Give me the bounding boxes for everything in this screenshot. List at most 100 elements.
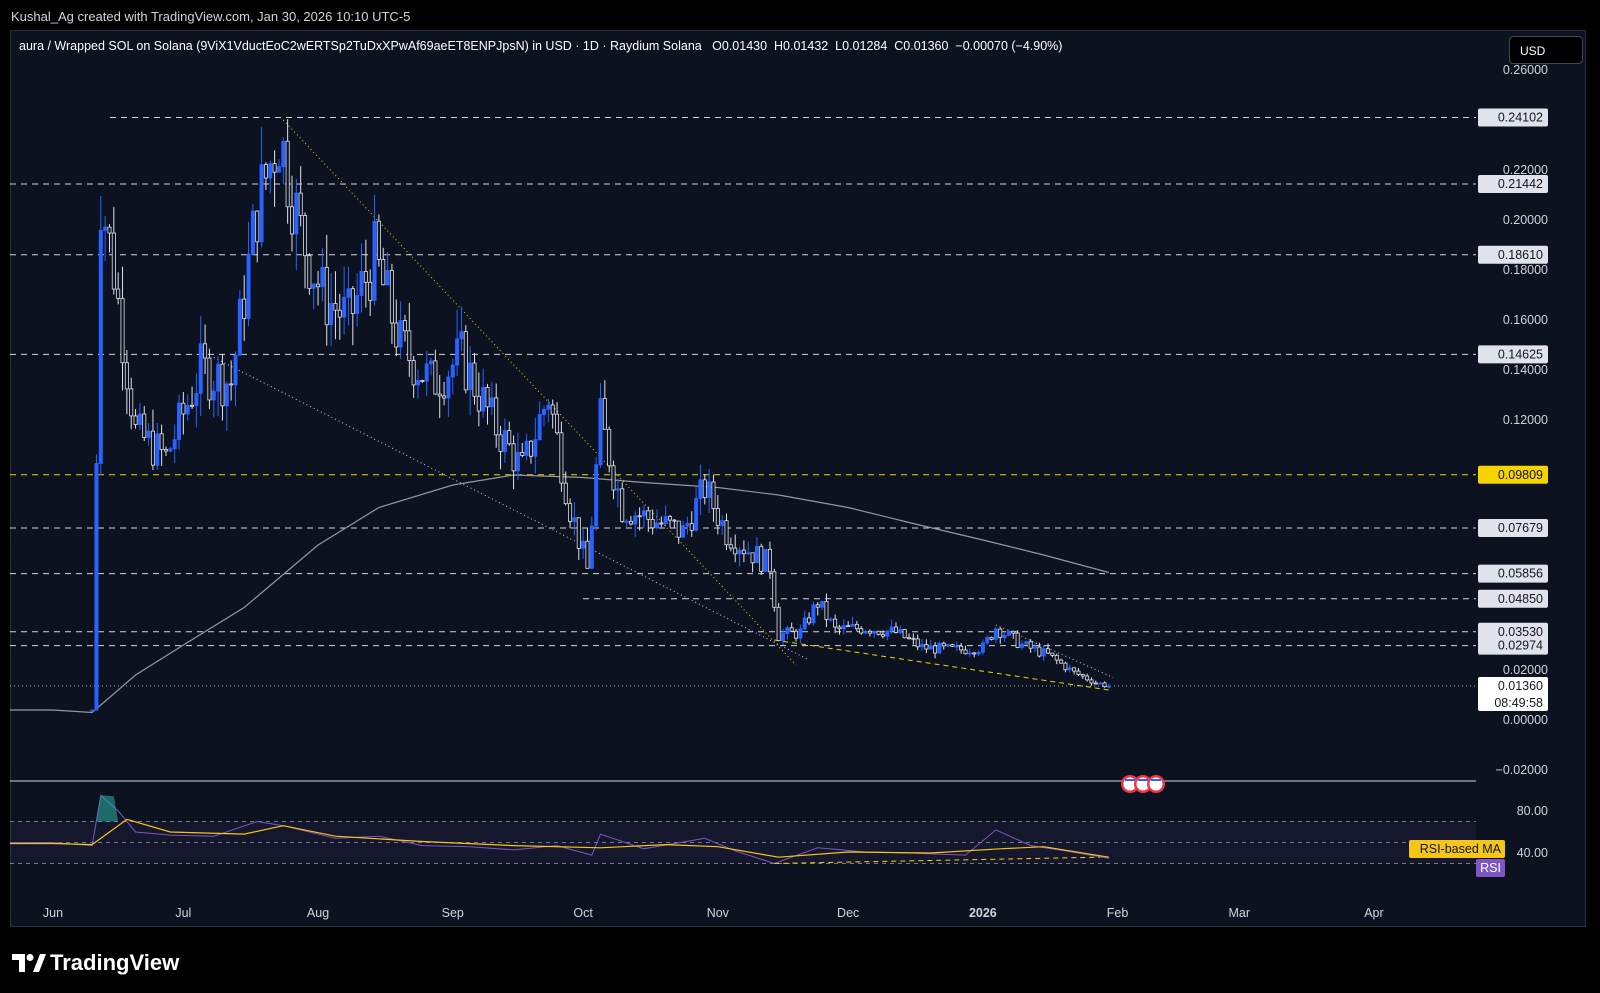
level-badge-label: 0.05856 xyxy=(1498,567,1543,581)
candle-body xyxy=(702,479,707,498)
candle-body xyxy=(555,413,560,434)
rsi-ma-line xyxy=(9,818,1109,858)
candle-body xyxy=(711,481,716,509)
time-tick-label: Feb xyxy=(1107,906,1129,920)
candle-body xyxy=(546,404,551,410)
rsi-badge xyxy=(1476,859,1505,877)
events-layer[interactable] xyxy=(1121,775,1165,793)
candle-body xyxy=(376,220,381,260)
candle-body xyxy=(559,432,564,484)
candle-body xyxy=(285,140,290,208)
candle-body xyxy=(368,281,373,301)
candle-body xyxy=(1085,675,1090,681)
price-tick-label: 0.00000 xyxy=(1503,713,1548,727)
candle-body xyxy=(398,320,403,348)
candle-body xyxy=(1059,659,1064,664)
candle-body xyxy=(989,637,994,640)
candle-body xyxy=(941,642,946,647)
candle-body xyxy=(728,544,733,549)
candle-body xyxy=(767,548,772,573)
candle-body xyxy=(780,633,785,641)
candle-body xyxy=(611,465,616,491)
level-badge-label: 0.14625 xyxy=(1498,347,1543,361)
rsi-band-layer xyxy=(10,821,1476,864)
symbol-title: aura / Wrapped SOL on Solana (9ViX1Vduct… xyxy=(19,39,702,53)
candle-body xyxy=(715,508,720,526)
tradingview-logo[interactable]: TradingView xyxy=(12,950,179,976)
candle-body xyxy=(468,362,473,391)
candle-body xyxy=(481,386,486,412)
candle-body xyxy=(594,464,599,527)
candle-body xyxy=(124,362,129,390)
chart-canvas[interactable]: 0.26000 0.22000 0.20000 0.18000 0.16000 0.140… xyxy=(0,0,1600,930)
candle-body xyxy=(172,439,177,450)
candle-body xyxy=(342,296,347,318)
candle-body xyxy=(507,430,512,445)
candle-body xyxy=(876,630,881,635)
currency-button[interactable]: USD xyxy=(1509,36,1583,64)
candle-body xyxy=(759,545,764,572)
trend-lines-layer xyxy=(213,119,1114,691)
candle-body xyxy=(685,523,690,527)
candle-body xyxy=(446,376,451,399)
candle-body xyxy=(520,452,525,456)
level-badge xyxy=(1478,174,1548,193)
candle-body xyxy=(654,522,659,529)
candle-body xyxy=(746,552,751,555)
footer-bar xyxy=(0,930,1600,993)
time-tick-label: 2026 xyxy=(969,906,997,920)
candle-body xyxy=(420,380,425,382)
candle-body xyxy=(150,430,155,466)
us-flag-event-icon[interactable] xyxy=(1134,775,1152,793)
candle-body xyxy=(442,395,447,399)
candle-body xyxy=(259,164,264,243)
candle-body xyxy=(807,617,812,624)
candle-body xyxy=(833,618,838,628)
level-badge xyxy=(1478,519,1548,538)
candle-body xyxy=(1080,674,1085,677)
moving-average-line xyxy=(10,474,1110,714)
symbol-header: aura / Wrapped SOL on Solana (9ViX1Vduct… xyxy=(19,39,1062,53)
candle-body xyxy=(142,413,147,438)
price-tick-label: 0.20000 xyxy=(1503,213,1548,227)
candle-body xyxy=(281,140,286,168)
candle-body xyxy=(1002,634,1007,638)
rsi-tick-label: 80.00 xyxy=(1517,804,1548,818)
candle-body xyxy=(111,232,116,290)
price-tick-label: 0.26000 xyxy=(1503,63,1548,77)
candle-body xyxy=(207,357,212,401)
chart-frame[interactable] xyxy=(10,30,1586,927)
candle-body xyxy=(585,540,590,569)
candle-body xyxy=(1106,685,1111,688)
us-flag-event-icon[interactable] xyxy=(1121,775,1139,793)
candle-body xyxy=(681,525,686,538)
candle-body xyxy=(372,220,377,301)
candle-body xyxy=(741,549,746,555)
candle-body xyxy=(1093,682,1098,685)
candle-body xyxy=(754,545,759,564)
level-badge-label: 0.09809 xyxy=(1498,468,1543,482)
candle-body xyxy=(185,404,190,415)
time-tick-label: Apr xyxy=(1364,906,1383,920)
time-tick-label: Jun xyxy=(43,906,63,920)
top-caption-bar: Kushal_Ag created with TradingView.com, … xyxy=(0,0,1600,30)
rsi-ma-badge xyxy=(1409,840,1505,858)
price-tick-label: 0.22000 xyxy=(1503,163,1548,177)
rsi-divergence-line xyxy=(774,856,1101,864)
candle-body xyxy=(954,645,959,648)
candle-body xyxy=(250,210,255,255)
candle-body xyxy=(550,404,555,415)
candle-body xyxy=(646,510,651,520)
candle-body xyxy=(1028,641,1033,649)
candle-body xyxy=(776,606,781,641)
candle-body xyxy=(307,255,312,289)
candle-body xyxy=(324,266,329,326)
level-badge-label: 0.02974 xyxy=(1498,639,1543,653)
candle-body xyxy=(820,601,825,608)
us-flag-event-icon[interactable] xyxy=(1147,775,1165,793)
candle-body xyxy=(1024,641,1029,645)
rsi-tick-label: 40.00 xyxy=(1517,846,1548,860)
candle-body xyxy=(737,549,742,555)
candle-body xyxy=(915,638,920,648)
candle-body xyxy=(329,303,334,326)
